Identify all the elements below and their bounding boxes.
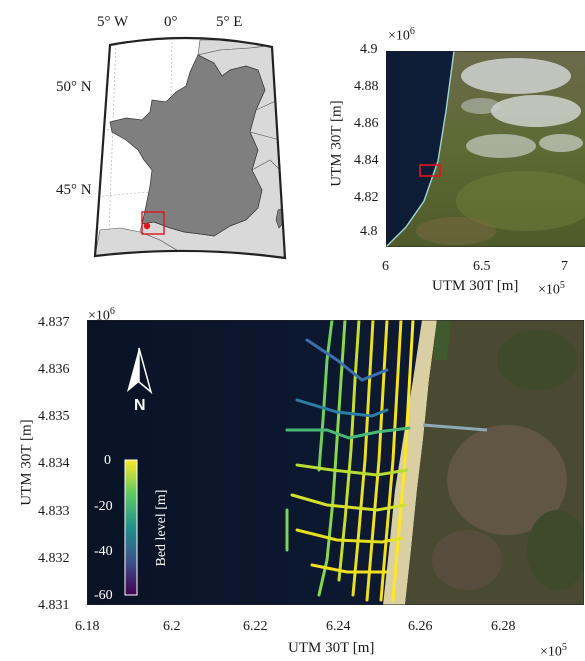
- bathymetry-survey-lines: [285, 320, 415, 602]
- ov-xtick: 6: [382, 259, 389, 274]
- main-ytick: 4.831: [38, 598, 70, 613]
- colorbar-tick: 0: [104, 453, 111, 468]
- ov-x-axis-title: UTM 30T [m]: [432, 278, 519, 294]
- ov-y-exp: ×106: [388, 26, 415, 44]
- ov-y-axis-title: UTM 30T [m]: [328, 100, 345, 187]
- main-y-axis-title: UTM 30T [m]: [18, 419, 35, 506]
- study-area-box: [141, 211, 165, 235]
- main-satellite-image: [87, 320, 584, 605]
- lat-label-50n: 50° N: [56, 79, 92, 95]
- ov-xtick: 7: [561, 259, 568, 274]
- ov-xtick: 6.5: [473, 259, 491, 274]
- locator-map: [93, 36, 287, 260]
- main-xtick: 6.26: [408, 619, 433, 634]
- north-arrow-icon: [127, 347, 153, 395]
- main-y-exp: ×106: [88, 306, 115, 324]
- main-ytick: 4.837: [38, 315, 70, 330]
- colorbar-label: Bed level [m]: [154, 489, 169, 567]
- main-xtick: 6.2: [163, 619, 181, 634]
- ov-ytick: 4.84: [354, 153, 379, 168]
- ov-ytick: 4.86: [354, 116, 379, 131]
- main-xtick: 6.22: [243, 619, 268, 634]
- main-x-axis-title: UTM 30T [m]: [288, 640, 375, 656]
- lon-label-5w: 5° W: [97, 14, 129, 30]
- ov-ytick: 4.9: [360, 42, 378, 57]
- lat-label-45n: 45° N: [56, 182, 92, 198]
- ov-ytick: 4.88: [354, 79, 379, 94]
- lon-label-0: 0°: [164, 14, 178, 30]
- lon-label-5e: 5° E: [216, 14, 243, 30]
- ov-ytick: 4.82: [354, 190, 379, 205]
- locator-map-panel: 5° W 0° 5° E 50° N 45° N: [56, 0, 310, 270]
- colorbar: [124, 459, 138, 596]
- main-map-panel: ×106 4.837 4.836 4.835 4.834 4.833 4.832…: [0, 300, 585, 661]
- overview-study-area-box: [419, 164, 441, 177]
- main-xtick: 6.28: [491, 619, 516, 634]
- main-xtick: 6.24: [326, 619, 351, 634]
- north-label: N: [134, 397, 146, 414]
- overview-satellite-image: [386, 51, 585, 247]
- study-site-marker: [143, 222, 151, 230]
- colorbar-tick: -40: [94, 544, 113, 559]
- colorbar-tick: -20: [94, 499, 113, 514]
- ov-x-exp: ×105: [538, 280, 565, 298]
- main-ytick: 4.832: [38, 551, 70, 566]
- main-ytick: 4.833: [38, 504, 70, 519]
- ov-ytick: 4.8: [360, 224, 378, 239]
- main-ytick: 4.834: [38, 456, 70, 471]
- main-xtick: 6.18: [75, 619, 100, 634]
- main-ytick: 4.835: [38, 409, 70, 424]
- main-ytick: 4.836: [38, 362, 70, 377]
- overview-map-panel: ×106 4.9 4.88 4.86 4.84 4.82 4.8 6 6.5 7…: [320, 25, 585, 305]
- main-x-exp: ×105: [540, 642, 567, 660]
- france-shape: [109, 54, 266, 237]
- colorbar-tick: -60: [94, 588, 113, 603]
